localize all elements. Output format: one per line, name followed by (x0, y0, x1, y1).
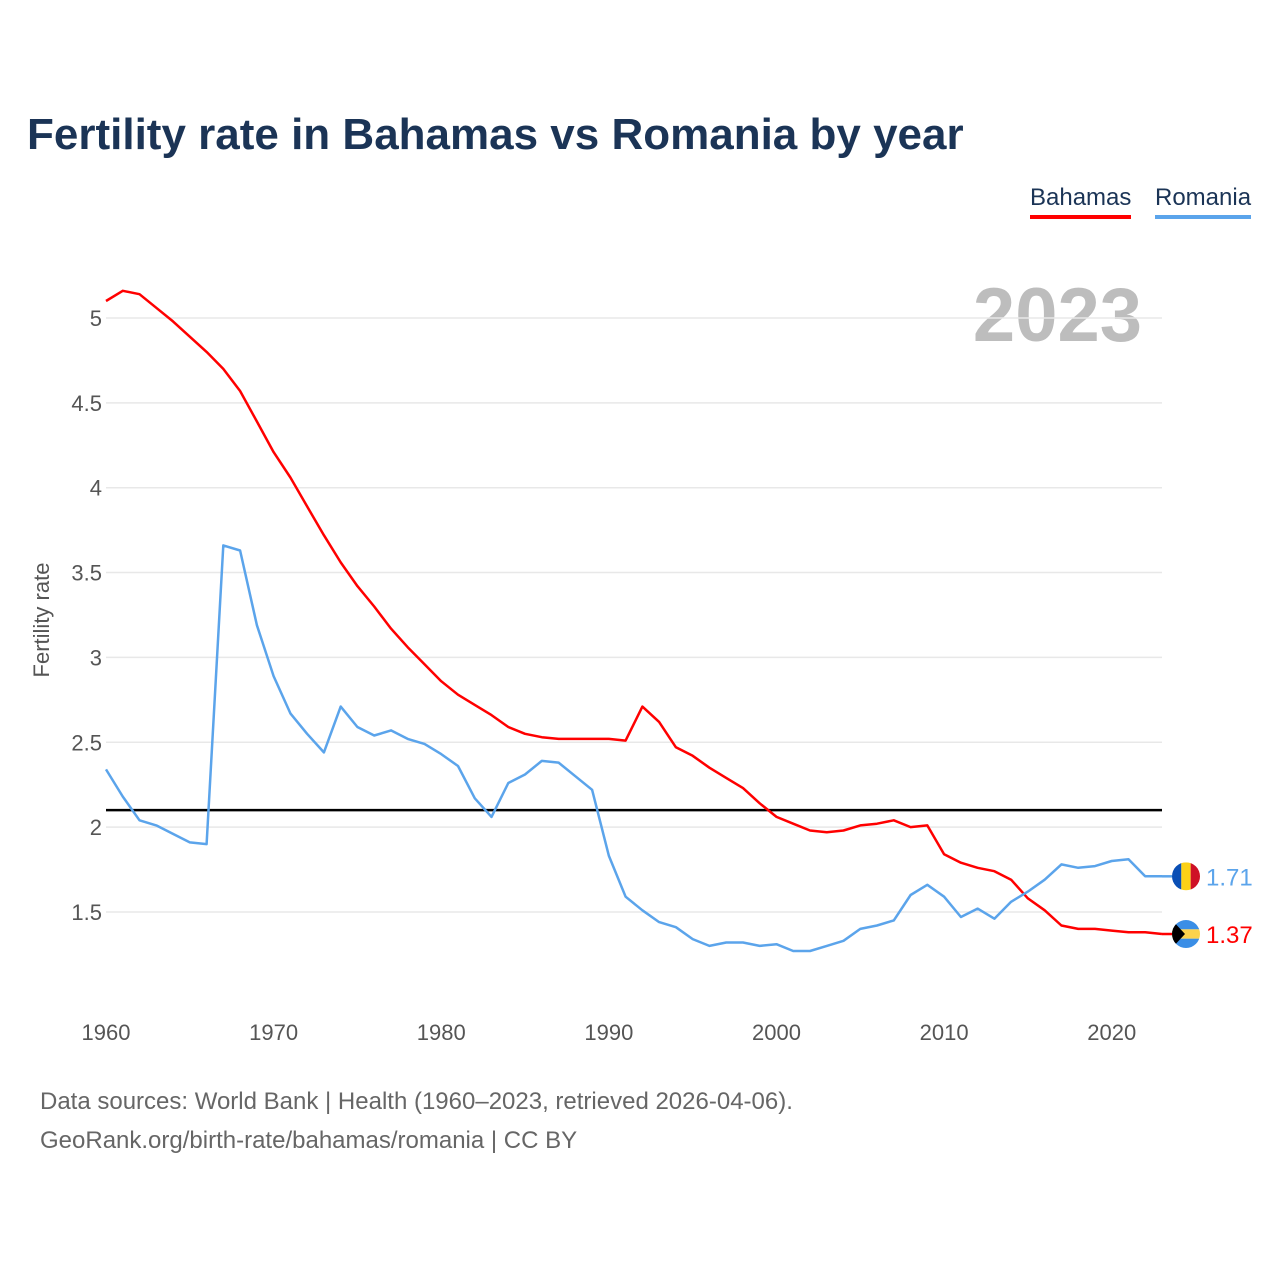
credit-link[interactable]: GeoRank.org/birth-rate/bahamas/romania |… (40, 1127, 578, 1154)
y-tick-label: 4.5 (71, 391, 102, 416)
end-value-romania: 1.71 (1206, 864, 1253, 891)
bahamas-flag-icon (1172, 920, 1200, 949)
legend-bahamas[interactable]: Bahamas (1030, 184, 1132, 219)
x-tick-label: 1990 (584, 1020, 633, 1045)
year-badge: 2023 (972, 273, 1142, 358)
series-line-bahamas (105, 289, 1163, 936)
y-tick-label: 4 (90, 476, 102, 501)
end-value-bahamas: 1.37 (1206, 922, 1253, 949)
x-tick-label: 1980 (417, 1020, 466, 1045)
y-tick-label: 1.5 (71, 900, 102, 925)
flag-stripe (1190, 862, 1200, 891)
flag-stripe (1181, 862, 1191, 891)
chart-title: Fertility rate in Bahamas vs Romania by … (27, 110, 964, 159)
x-tick-label: 2020 (1087, 1020, 1136, 1045)
series-line-romania (104, 544, 1162, 953)
x-tick-label: 2000 (752, 1020, 801, 1045)
y-tick-label: 3.5 (71, 561, 102, 586)
x-tick-label: 2010 (920, 1020, 969, 1045)
flag-stripe (1172, 938, 1200, 949)
y-tick-label: 2 (90, 815, 102, 840)
flag-stripe (1172, 862, 1182, 891)
data-sources: Data sources: World Bank | Health (1960–… (40, 1088, 793, 1115)
x-tick-label: 1970 (249, 1020, 298, 1045)
flag-triangle (1172, 920, 1185, 949)
y-tick-label: 3 (90, 645, 102, 670)
y-tick-label: 2.5 (71, 730, 102, 755)
romania-flag-icon (1172, 862, 1200, 891)
legend-romania[interactable]: Romania (1155, 184, 1252, 219)
y-tick-label: 5 (90, 306, 102, 331)
flag-stripe (1172, 929, 1200, 939)
flag-stripe (1172, 920, 1200, 930)
x-tick-label: 1960 (82, 1020, 131, 1045)
